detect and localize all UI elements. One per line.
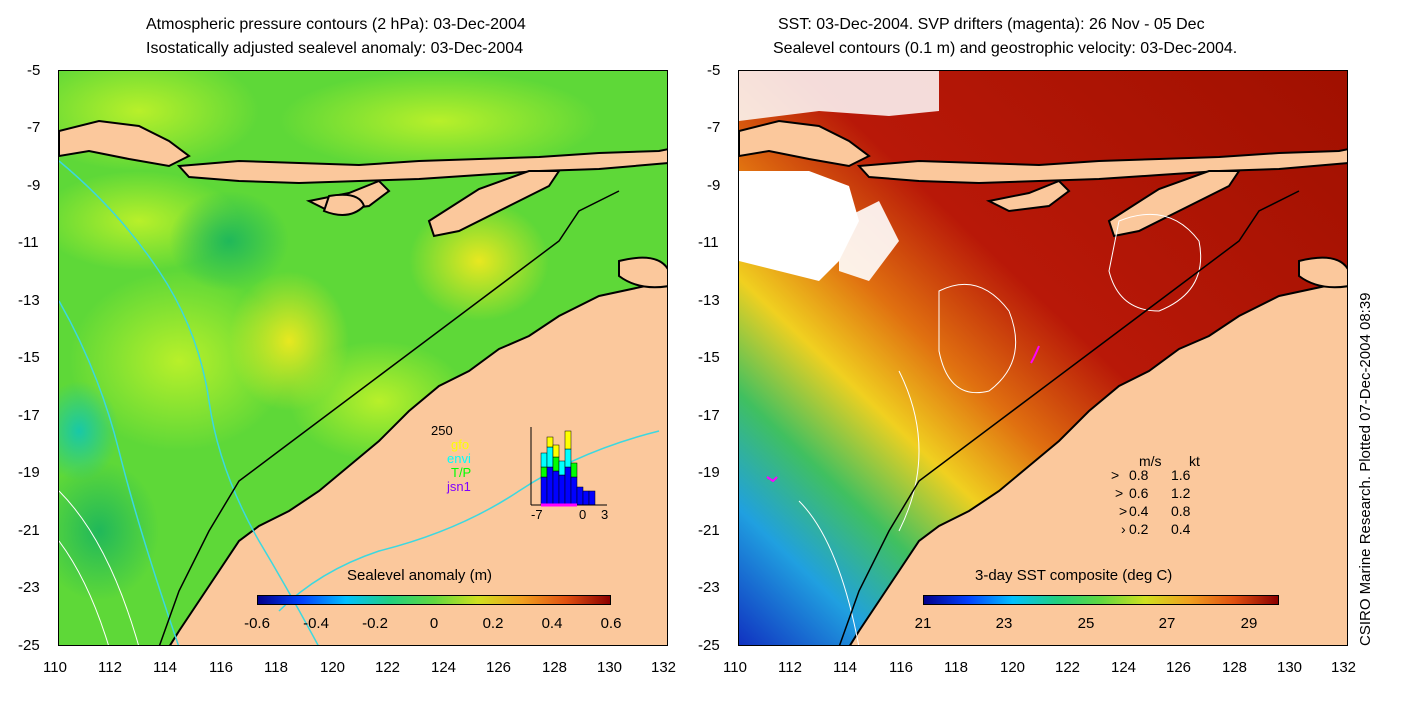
inset-mission-envi: envi (447, 451, 471, 466)
right-x-tick: 120 (1000, 659, 1026, 676)
left-x-tick: 124 (431, 659, 457, 676)
right-y-tick: -5 (707, 62, 721, 79)
inset-x-label-1: 0 (579, 507, 587, 522)
left-colorbar-label-6: 0.6 (600, 615, 622, 632)
right-x-tick: 128 (1222, 659, 1248, 676)
left-y-tick: -25 (18, 637, 40, 654)
left-y-tick: -23 (18, 579, 40, 596)
velocity-legend-header-kt: kt (1189, 453, 1200, 469)
sealevel-anomaly-map: Sealevel anomaly (m) -0.6 -0.4 -0.2 0 0.… (58, 70, 668, 646)
right-x-tick: 126 (1166, 659, 1192, 676)
right-y-tick: -17 (698, 407, 720, 424)
inset-ymax-label: 250 (431, 423, 453, 438)
left-x-tick: 130 (597, 659, 623, 676)
right-x-tick: 116 (889, 659, 913, 676)
right-x-tick: 110 (723, 659, 747, 676)
left-y-tick: -15 (18, 349, 40, 366)
left-title-line1: Atmospheric pressure contours (2 hPa): 0… (146, 16, 526, 33)
inset-x-label-2: 3 (601, 507, 609, 522)
velocity-legend-ms-3: 0.2 (1129, 521, 1149, 537)
left-x-tick: 114 (153, 659, 177, 676)
velocity-legend-arrow-1: > (1115, 485, 1124, 501)
velocity-legend-ms-1: 0.6 (1129, 485, 1149, 501)
velocity-legend-kt-1: 1.2 (1171, 485, 1191, 501)
right-x-tick: 122 (1055, 659, 1081, 676)
right-colorbar-label-1: 23 (995, 615, 1013, 632)
velocity-legend-header-ms: m/s (1139, 453, 1162, 469)
inset-mission-tp: T/P (451, 465, 472, 480)
left-colorbar-label-3: 0 (429, 615, 439, 632)
left-colorbar (257, 595, 611, 605)
right-y-tick: -9 (707, 177, 721, 194)
right-title-line1: SST: 03-Dec-2004. SVP drifters (magenta)… (778, 16, 1205, 33)
right-colorbar-label-4: 29 (1240, 615, 1258, 632)
left-y-tick: -11 (18, 234, 39, 251)
left-colorbar-label-0: -0.6 (244, 615, 270, 632)
velocity-legend-arrow-0: > (1111, 467, 1120, 483)
right-x-tick: 130 (1277, 659, 1303, 676)
right-y-tick: -25 (698, 637, 720, 654)
velocity-legend-kt-3: 0.4 (1171, 521, 1191, 537)
left-y-tick: -19 (18, 464, 40, 481)
right-title-line2: Sealevel contours (0.1 m) and geostrophi… (773, 40, 1238, 57)
right-x-tick: 132 (1331, 659, 1357, 676)
left-x-tick: 116 (209, 659, 233, 676)
sst-map: m/s kt > 0.8 1.6 > 0.6 1.2 > 0.4 0.8 › 0… (738, 70, 1348, 646)
right-y-tick: -19 (698, 464, 720, 481)
left-colorbar-label-5: 0.4 (541, 615, 563, 632)
altimeter-inset: 250 gfo envi T/P jsn1 (425, 423, 615, 523)
right-colorbar-title: 3-day SST composite (deg C) (975, 567, 1173, 584)
left-x-tick: 128 (542, 659, 568, 676)
left-x-tick: 118 (264, 659, 288, 676)
velocity-legend-kt-0: 1.6 (1171, 467, 1191, 483)
velocity-legend-kt-2: 0.8 (1171, 503, 1191, 519)
inset-histogram (530, 427, 607, 507)
plot-credit: CSIRO Marine Research. Plotted 07-Dec-20… (1357, 292, 1374, 646)
right-y-tick: -11 (698, 234, 719, 251)
velocity-legend-arrow-3: › (1121, 521, 1126, 537)
right-y-tick: -21 (698, 522, 720, 539)
left-y-tick: -5 (27, 62, 41, 79)
left-y-tick: -7 (27, 119, 41, 136)
left-y-tick: -9 (27, 177, 41, 194)
left-colorbar-label-4: 0.2 (482, 615, 504, 632)
left-x-tick: 126 (486, 659, 512, 676)
right-x-tick: 112 (778, 659, 802, 676)
right-colorbar-label-3: 27 (1158, 615, 1176, 632)
left-x-tick: 132 (651, 659, 677, 676)
right-colorbar-label-0: 21 (914, 615, 932, 632)
right-y-tick: -15 (698, 349, 720, 366)
left-y-tick: -17 (18, 407, 40, 424)
left-y-tick: -13 (18, 292, 40, 309)
right-y-tick: -13 (698, 292, 720, 309)
velocity-legend-arrow-2: > (1119, 503, 1128, 519)
right-x-tick: 114 (833, 659, 857, 676)
left-colorbar-label-2: -0.2 (362, 615, 388, 632)
left-title-line2: Isostatically adjusted sealevel anomaly:… (146, 40, 524, 57)
right-y-tick: -23 (698, 579, 720, 596)
left-x-tick: 122 (375, 659, 401, 676)
inset-mission-jsn1: jsn1 (447, 479, 471, 494)
inset-x-label-0: -7 (531, 507, 543, 522)
inset-mission-gfo: gfo (451, 437, 470, 452)
velocity-legend-ms-0: 0.8 (1129, 467, 1149, 483)
right-x-tick: 124 (1111, 659, 1137, 676)
left-colorbar-title: Sealevel anomaly (m) (347, 567, 493, 584)
left-colorbar-label-1: -0.4 (303, 615, 329, 632)
right-colorbar (923, 595, 1279, 605)
right-y-tick: -7 (707, 119, 721, 136)
sst-map-graphic (739, 71, 1347, 645)
left-x-tick: 110 (43, 659, 67, 676)
left-x-tick: 112 (98, 659, 122, 676)
sealevel-map-graphic (59, 71, 667, 645)
left-x-tick: 120 (320, 659, 346, 676)
left-y-tick: -21 (18, 522, 40, 539)
right-x-tick: 118 (944, 659, 968, 676)
right-colorbar-label-2: 25 (1077, 615, 1095, 632)
velocity-legend-ms-2: 0.4 (1129, 503, 1149, 519)
